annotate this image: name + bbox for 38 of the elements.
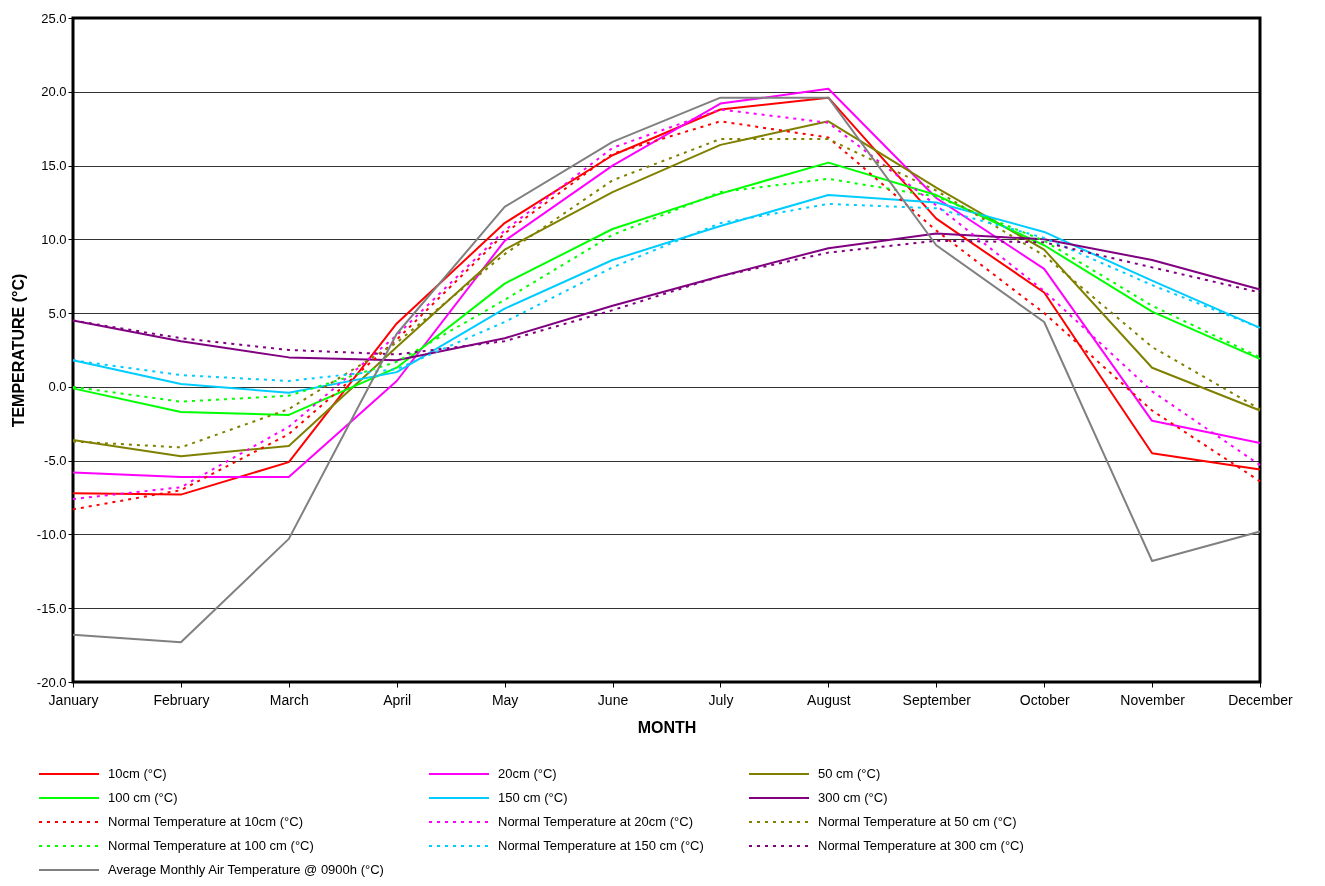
legend-label: 300 cm (°C): [818, 790, 888, 805]
y-tick-label: -15.0: [36, 600, 67, 616]
legend-label: Normal Temperature at 10cm (°C): [108, 814, 303, 829]
x-tick-label: December: [1228, 691, 1294, 708]
x-tick-label: October: [1019, 691, 1070, 708]
x-tick-label: June: [597, 691, 629, 708]
x-tick-label: April: [383, 691, 412, 708]
x-tick-label: July: [708, 691, 734, 708]
y-axis-title: TEMPERATURE (°C): [9, 273, 27, 428]
y-tick-label: -20.0: [36, 674, 67, 690]
legend-label: 50 cm (°C): [818, 766, 881, 781]
x-tick-label: January: [48, 691, 99, 708]
line-series: [72, 96, 1261, 644]
legend-label: Normal Temperature at 300 cm (°C): [818, 838, 1024, 853]
x-tick-label: February: [153, 691, 210, 708]
legend-label: Normal Temperature at 20cm (°C): [498, 814, 693, 829]
y-tick-label: 20.0: [41, 84, 67, 100]
x-tick-label: May: [491, 691, 519, 708]
legend-label: 20cm (°C): [498, 766, 557, 781]
legend-label: Normal Temperature at 150 cm (°C): [498, 838, 704, 853]
y-tick-label: 10.0: [41, 231, 67, 247]
y-tick-label: -10.0: [36, 526, 67, 542]
x-tick-label: November: [1120, 691, 1186, 708]
y-tick-label: 5.0: [48, 305, 67, 321]
x-tick-label: August: [807, 691, 851, 708]
x-tick-label: March: [269, 691, 309, 708]
legend-label: 10cm (°C): [108, 766, 167, 781]
y-tick-label: 25.0: [41, 10, 67, 26]
y-tick-label: 15.0: [41, 158, 67, 174]
legend-label: Average Monthly Air Temperature @ 0900h (°C): [108, 862, 384, 877]
legend-label: Normal Temperature at 50 cm (°C): [818, 814, 1017, 829]
legend-label: 150 cm (°C): [498, 790, 568, 805]
y-tick-label: 0.0: [48, 379, 67, 395]
x-axis-title: MONTH: [637, 718, 697, 736]
y-tick-label: -5.0: [44, 453, 67, 469]
x-tick-label: September: [902, 691, 972, 708]
legend-label: Normal Temperature at 100 cm (°C): [108, 838, 314, 853]
legend-label: 100 cm (°C): [108, 790, 178, 805]
